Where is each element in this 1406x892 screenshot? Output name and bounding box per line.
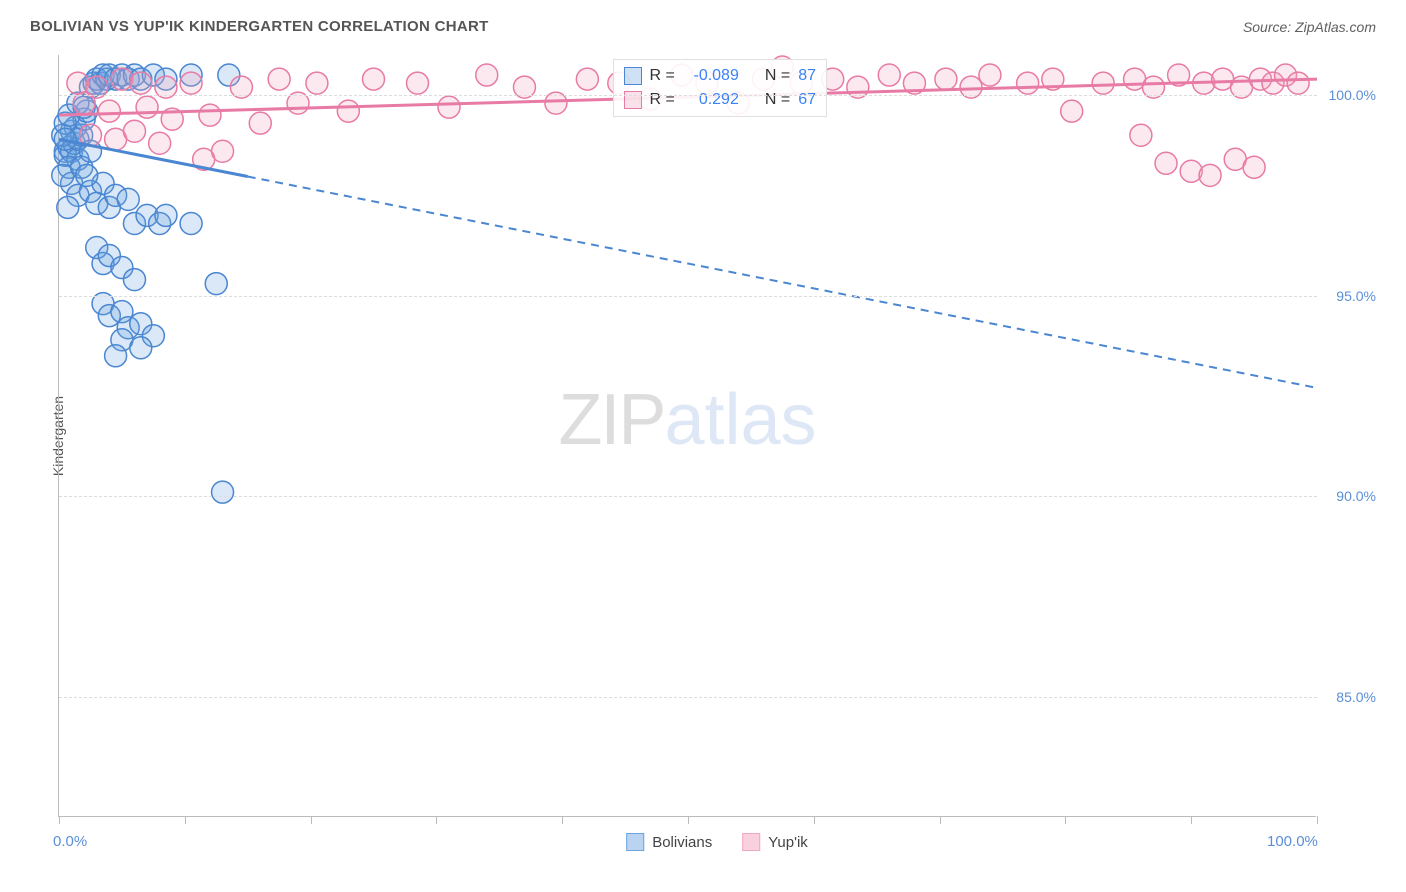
y-tick-label: 95.0%	[1321, 288, 1376, 304]
data-point	[1017, 72, 1039, 94]
stat-n-label: N =	[765, 88, 790, 112]
gridline	[59, 697, 1317, 698]
stat-r-value: 0.292	[683, 88, 739, 112]
series-swatch	[624, 67, 642, 85]
legend-label: Bolivians	[652, 834, 712, 851]
data-point	[1199, 164, 1221, 186]
x-tick	[436, 816, 437, 824]
plot-container: Kindergarten ZIPatlas R =-0.089N =87R =0…	[58, 55, 1376, 817]
legend-swatch	[742, 833, 760, 851]
x-tick-label: 100.0%	[1267, 833, 1318, 850]
data-point	[337, 100, 359, 122]
data-point	[1092, 72, 1114, 94]
data-point	[249, 112, 271, 134]
data-point	[1287, 72, 1309, 94]
source-label: Source: ZipAtlas.com	[1243, 19, 1376, 35]
data-point	[979, 64, 1001, 86]
stat-r-label: R =	[650, 88, 675, 112]
x-tick	[1065, 816, 1066, 824]
data-point	[136, 96, 158, 118]
x-tick	[1191, 816, 1192, 824]
data-point	[576, 68, 598, 90]
data-point	[1130, 124, 1152, 146]
data-point	[212, 481, 234, 503]
stat-n-value: 67	[798, 88, 816, 112]
x-tick-label: 0.0%	[53, 833, 87, 850]
data-point	[98, 100, 120, 122]
data-point	[1061, 100, 1083, 122]
data-point	[155, 204, 177, 226]
data-point	[935, 68, 957, 90]
gridline	[59, 95, 1317, 96]
data-point	[407, 72, 429, 94]
stats-row: R = 0.292 N = 67	[624, 88, 816, 112]
gridline	[59, 296, 1317, 297]
x-tick	[562, 816, 563, 824]
y-tick-label: 90.0%	[1321, 488, 1376, 504]
data-point	[205, 273, 227, 295]
plot-area: ZIPatlas R =-0.089N =87R =0.292N =67 85.…	[58, 55, 1316, 817]
data-point	[105, 345, 127, 367]
trend-line-dashed	[248, 177, 1317, 388]
data-point	[180, 72, 202, 94]
data-point	[1155, 152, 1177, 174]
data-point	[117, 188, 139, 210]
stats-box: R = -0.089 N = 87 R = 0.292 N = 67	[613, 59, 827, 117]
data-point	[76, 164, 98, 186]
data-point	[67, 72, 89, 94]
y-tick-label: 85.0%	[1321, 689, 1376, 705]
data-point	[111, 68, 133, 90]
data-point	[363, 68, 385, 90]
data-point	[57, 196, 79, 218]
data-point	[130, 337, 152, 359]
chart-title: BOLIVIAN VS YUP'IK KINDERGARTEN CORRELAT…	[30, 18, 489, 35]
x-tick	[59, 816, 60, 824]
data-point	[268, 68, 290, 90]
stat-n-label: N =	[765, 64, 790, 88]
data-point	[438, 96, 460, 118]
data-point	[180, 212, 202, 234]
legend: Bolivians Yup'ik	[626, 833, 808, 851]
y-tick-label: 100.0%	[1321, 87, 1376, 103]
stat-r-value: -0.089	[683, 64, 739, 88]
data-point	[1180, 160, 1202, 182]
data-point	[149, 132, 171, 154]
stat-r-label: R =	[650, 64, 675, 88]
data-point	[878, 64, 900, 86]
gridline	[59, 496, 1317, 497]
series-swatch	[624, 91, 642, 109]
scatter-svg	[59, 55, 1317, 817]
data-point	[123, 269, 145, 291]
x-tick	[1317, 816, 1318, 824]
stats-row: R = -0.089 N = 87	[624, 64, 816, 88]
data-point	[199, 104, 221, 126]
data-point	[1243, 156, 1265, 178]
legend-item: Bolivians	[626, 833, 712, 851]
legend-swatch	[626, 833, 644, 851]
x-tick	[185, 816, 186, 824]
data-point	[130, 72, 152, 94]
x-tick	[311, 816, 312, 824]
legend-label: Yup'ik	[768, 834, 808, 851]
legend-item: Yup'ik	[742, 833, 808, 851]
x-tick	[940, 816, 941, 824]
data-point	[476, 64, 498, 86]
x-tick	[814, 816, 815, 824]
data-point	[306, 72, 328, 94]
stat-n-value: 87	[798, 64, 816, 88]
data-point	[123, 120, 145, 142]
x-tick	[688, 816, 689, 824]
